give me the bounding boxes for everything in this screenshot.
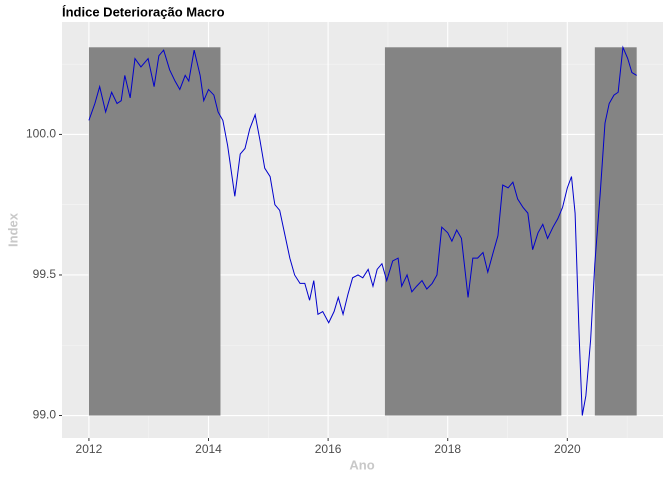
shaded-region [88, 47, 221, 416]
y-tick-label: 99.5 [33, 267, 57, 281]
x-tick-label: 2020 [554, 442, 581, 456]
line [88, 45, 637, 416]
y-axis-title: Index [5, 212, 20, 247]
x-tick-label: 2014 [195, 442, 222, 456]
chart-title: Índice Deterioração Macro [62, 4, 225, 19]
x-tick-label: 2016 [315, 442, 342, 456]
marks [88, 45, 637, 416]
x-axis-title: Ano [349, 457, 374, 472]
x-tick-label: 2018 [434, 442, 461, 456]
shaded-region [384, 47, 562, 416]
y-tick-label: 99.0 [33, 408, 57, 422]
shaded-region [594, 47, 637, 416]
x-tick-label: 2012 [76, 442, 103, 456]
y-tick-label: 100.0 [26, 127, 56, 141]
